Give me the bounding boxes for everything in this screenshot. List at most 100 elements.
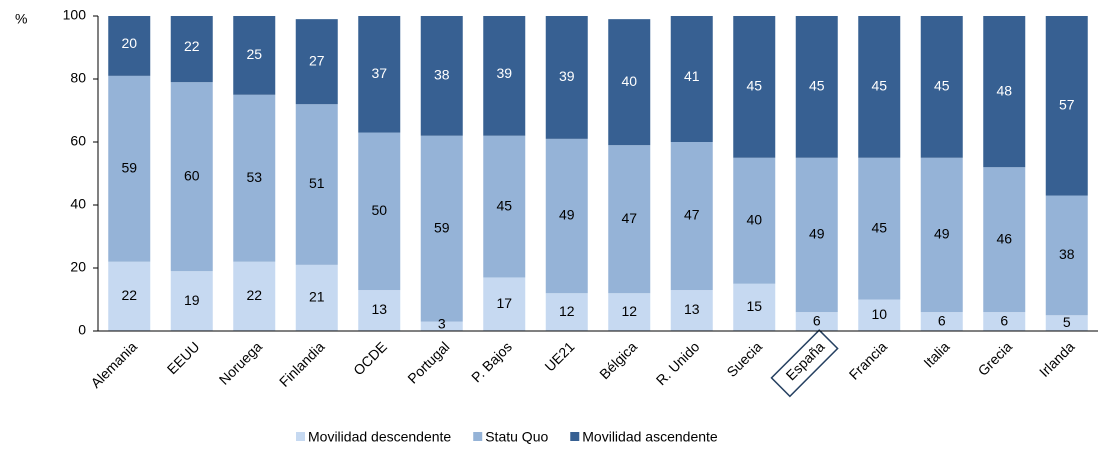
bar-segment xyxy=(358,16,401,133)
bar-segment xyxy=(233,16,276,95)
data-label: 17 xyxy=(496,295,512,311)
bar-segment xyxy=(108,261,151,331)
data-label: 59 xyxy=(434,219,450,235)
y-tick-label: 80 xyxy=(70,70,86,86)
x-tick-label: Alemania xyxy=(87,338,140,391)
data-label: 12 xyxy=(559,303,575,319)
data-label: 45 xyxy=(871,78,887,94)
y-tick-label: 60 xyxy=(70,133,86,149)
data-label: 22 xyxy=(121,287,137,303)
data-label: 50 xyxy=(371,202,387,218)
data-label: 45 xyxy=(746,78,762,94)
bar-segment xyxy=(545,16,588,139)
bar-segment xyxy=(920,157,963,313)
data-label: 22 xyxy=(246,287,262,303)
bar-segment xyxy=(608,19,651,146)
data-label: 49 xyxy=(559,207,575,223)
y-axis-label: % xyxy=(15,11,27,27)
data-label: 5 xyxy=(1063,314,1071,330)
data-label: 13 xyxy=(371,301,387,317)
bar-segment xyxy=(420,135,463,322)
data-label: 10 xyxy=(871,306,887,322)
data-label: 37 xyxy=(371,65,387,81)
bar-segment xyxy=(670,290,713,331)
data-label: 45 xyxy=(496,197,512,213)
data-label: 59 xyxy=(121,159,137,175)
data-label: 57 xyxy=(1059,96,1075,112)
x-tick-label: Portugal xyxy=(404,338,452,386)
data-label: 25 xyxy=(246,46,262,62)
bar-segment xyxy=(733,16,776,158)
bar-segment xyxy=(670,142,713,291)
bar-segment xyxy=(1045,195,1088,316)
bar-segment xyxy=(920,312,963,331)
x-tick-label: OCDE xyxy=(350,338,390,378)
data-label: 45 xyxy=(871,219,887,235)
y-tick-label: 0 xyxy=(78,322,86,338)
bar-segment xyxy=(108,75,151,262)
bar-segment xyxy=(170,16,213,83)
bar-segment xyxy=(483,16,526,136)
x-tick-label: R. Unido xyxy=(653,338,703,388)
bar-segment xyxy=(983,312,1026,331)
x-tick-label: UE21 xyxy=(541,338,577,374)
x-tick-label: Francia xyxy=(846,338,890,382)
data-label: 38 xyxy=(434,67,450,83)
data-label: 13 xyxy=(684,301,700,317)
data-label: 47 xyxy=(621,210,637,226)
data-label: 40 xyxy=(621,73,637,89)
data-label: 60 xyxy=(184,167,200,183)
bar-segment xyxy=(858,157,901,300)
x-tick-label: Irlanda xyxy=(1036,338,1078,380)
legend-swatch xyxy=(296,432,305,441)
data-label: 15 xyxy=(746,298,762,314)
bar-segment xyxy=(1045,16,1088,196)
data-label: 45 xyxy=(809,78,825,94)
bar-segment xyxy=(233,261,276,331)
bar-segment xyxy=(358,290,401,331)
data-label: 51 xyxy=(309,175,325,191)
x-tick-label: Finlandia xyxy=(276,338,328,390)
bar-segment xyxy=(295,264,338,331)
bar-segment xyxy=(670,16,713,142)
bar-segment xyxy=(483,277,526,331)
data-label: 41 xyxy=(684,68,700,84)
bar-segment xyxy=(795,157,838,313)
bar-segment xyxy=(608,145,651,294)
bar-segment xyxy=(170,82,213,272)
bar-segment xyxy=(358,132,401,291)
data-label: 6 xyxy=(938,312,946,328)
bar-segment xyxy=(733,283,776,331)
highlight-box xyxy=(770,329,839,398)
legend-label: Statu Quo xyxy=(485,429,548,445)
x-tick-label: Bélgica xyxy=(596,338,640,382)
data-label: 38 xyxy=(1059,246,1075,262)
data-label: 46 xyxy=(996,230,1012,246)
x-tick-label: Noruega xyxy=(216,338,265,387)
data-label: 45 xyxy=(934,78,950,94)
bar-segment xyxy=(1045,315,1088,331)
y-tick-label: 20 xyxy=(70,259,86,275)
x-tick-label: Suecia xyxy=(723,338,765,380)
bar-segment xyxy=(608,293,651,331)
data-label: 20 xyxy=(121,35,137,51)
bar-segment xyxy=(420,321,463,331)
legend-label: Movilidad descendente xyxy=(308,429,451,445)
legend-swatch xyxy=(473,432,483,441)
bar-segment xyxy=(545,293,588,331)
legend-label: Movilidad ascendente xyxy=(582,429,718,445)
bar-segment xyxy=(420,16,463,136)
bar-segment xyxy=(108,16,151,76)
data-label: 39 xyxy=(496,65,512,81)
data-label: 47 xyxy=(684,207,700,223)
bar-segment xyxy=(545,138,588,294)
bar-segment xyxy=(295,104,338,265)
plot-area xyxy=(108,16,1088,331)
bar-segment xyxy=(983,16,1026,168)
data-label: 22 xyxy=(184,38,200,54)
data-label: 49 xyxy=(934,226,950,242)
data-label: 40 xyxy=(746,211,762,227)
y-tick-label: 100 xyxy=(63,7,87,23)
data-label: 39 xyxy=(559,68,575,84)
